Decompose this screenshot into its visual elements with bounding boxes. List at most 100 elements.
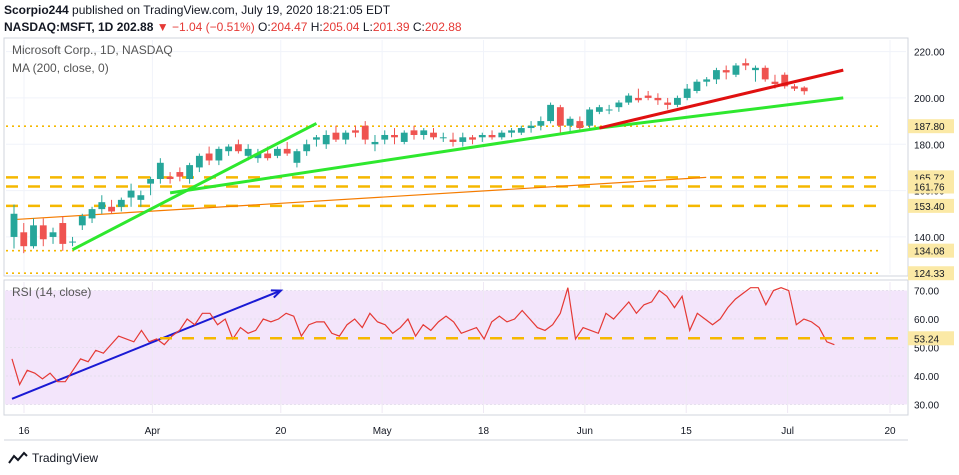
trendline-green-lower — [599, 96, 844, 130]
ma-200-line — [13, 176, 707, 221]
candle-body — [595, 107, 603, 112]
price-axis-label: 220.00 — [914, 48, 945, 59]
price-axis-label: 180.00 — [914, 140, 945, 151]
candle-body — [732, 65, 740, 75]
high-label: H: — [310, 20, 323, 34]
candle-body — [752, 67, 759, 71]
price-pane[interactable] — [3, 37, 909, 277]
candle-body — [713, 70, 720, 80]
axes: 220.00200.00180.00160.00140.0070.0060.00… — [18, 48, 954, 437]
time-axis-label: 18 — [478, 426, 490, 437]
candle-body — [254, 153, 262, 159]
candle-body — [274, 148, 281, 156]
ticker-label: NASDAQ:MSFT, 1D — [4, 20, 114, 34]
trendline-green-middle — [169, 126, 600, 195]
tradingview-logo[interactable]: TradingView — [8, 451, 98, 465]
brand-label: TradingView — [32, 451, 99, 465]
candle-body — [410, 130, 418, 135]
trendlines[interactable] — [11, 68, 844, 400]
price-change: −1.04 (−0.51%) — [171, 20, 255, 34]
candle-body — [303, 144, 311, 152]
candle-body — [127, 190, 135, 198]
candle-body — [430, 132, 437, 138]
candle-body — [586, 109, 594, 126]
candle-body — [361, 125, 369, 140]
candle-body — [293, 151, 301, 163]
rsi-legend[interactable]: RSI (14, close) — [12, 285, 91, 299]
candle-body — [722, 70, 730, 73]
candle-body — [264, 153, 272, 159]
open-value: 204.47 — [270, 20, 308, 34]
candle-body — [20, 232, 28, 247]
candles — [10, 58, 808, 254]
price-level-tag — [908, 179, 954, 194]
candle-body — [703, 79, 711, 82]
candle-body — [654, 97, 662, 101]
rsi-axis-label: 30.00 — [914, 400, 939, 411]
close-value: 202.88 — [424, 20, 462, 34]
candle-body — [547, 104, 554, 122]
ma-legend[interactable]: MA (200, close, 0) — [12, 61, 109, 75]
candle-body — [771, 81, 779, 85]
low-label: L: — [362, 20, 373, 34]
trendline-red — [599, 68, 844, 130]
candle-body — [108, 206, 115, 212]
candle-body — [459, 137, 467, 142]
candle-body — [30, 225, 37, 247]
candle-body — [352, 130, 359, 133]
candle-body — [59, 223, 67, 244]
candle-body — [244, 148, 252, 156]
candle-body — [625, 95, 633, 103]
time-axis-label: 20 — [884, 426, 896, 437]
candle-body — [342, 132, 350, 140]
candle-body — [137, 195, 145, 200]
candle-body — [664, 102, 672, 105]
candle-body — [439, 137, 447, 139]
candle-body — [781, 74, 789, 87]
rsi-axis-label: 70.00 — [914, 287, 939, 298]
ohlc-header: NASDAQ:MSFT, 1D 202.88 ▼ −1.04 (−0.51%) … — [4, 20, 462, 34]
candle-body — [508, 130, 515, 133]
candle-body — [39, 225, 47, 240]
price-level-label: 153.40 — [914, 202, 945, 213]
rsi-level-label: 53.24 — [914, 334, 939, 345]
price-level-label: 124.33 — [914, 269, 945, 280]
candle-body — [147, 179, 154, 184]
down-arrow-icon: ▼ — [156, 20, 169, 34]
candle-body — [371, 141, 379, 145]
close-label: C: — [412, 20, 425, 34]
price-level-label: 187.80 — [914, 122, 945, 133]
price-level-tag — [908, 198, 954, 213]
candle-body — [498, 132, 506, 138]
price-pane-title[interactable]: Microsoft Corp., 1D, NASDAQ — [12, 43, 173, 57]
price-level-label: 134.08 — [914, 247, 945, 258]
candle-body — [205, 153, 213, 161]
price-axis-label: 200.00 — [914, 94, 945, 105]
candle-body — [556, 107, 564, 126]
candle-body — [225, 146, 233, 152]
candle-body — [566, 118, 574, 126]
candle-body — [693, 81, 701, 91]
candle-body — [283, 148, 291, 154]
author-name[interactable]: Scorpio244 — [4, 3, 69, 17]
candle-body — [469, 137, 476, 140]
candle-body — [634, 97, 642, 101]
candle-body — [400, 132, 408, 142]
candle-body — [674, 97, 681, 105]
candle-body — [215, 148, 223, 161]
time-axis-label: 16 — [18, 426, 30, 437]
candle-body — [10, 213, 18, 237]
candle-body — [332, 132, 340, 140]
candle-body — [322, 134, 330, 145]
candle-body — [391, 134, 398, 138]
candle-body — [234, 144, 242, 152]
candle-body — [615, 102, 623, 108]
candle-body — [527, 125, 535, 129]
time-axis-label: Apr — [145, 426, 161, 437]
price-axis-label: 140.00 — [914, 233, 945, 244]
price-level-tag — [908, 266, 954, 281]
candle-body — [78, 216, 86, 226]
high-value: 205.04 — [322, 20, 360, 34]
candle-body — [69, 241, 76, 243]
